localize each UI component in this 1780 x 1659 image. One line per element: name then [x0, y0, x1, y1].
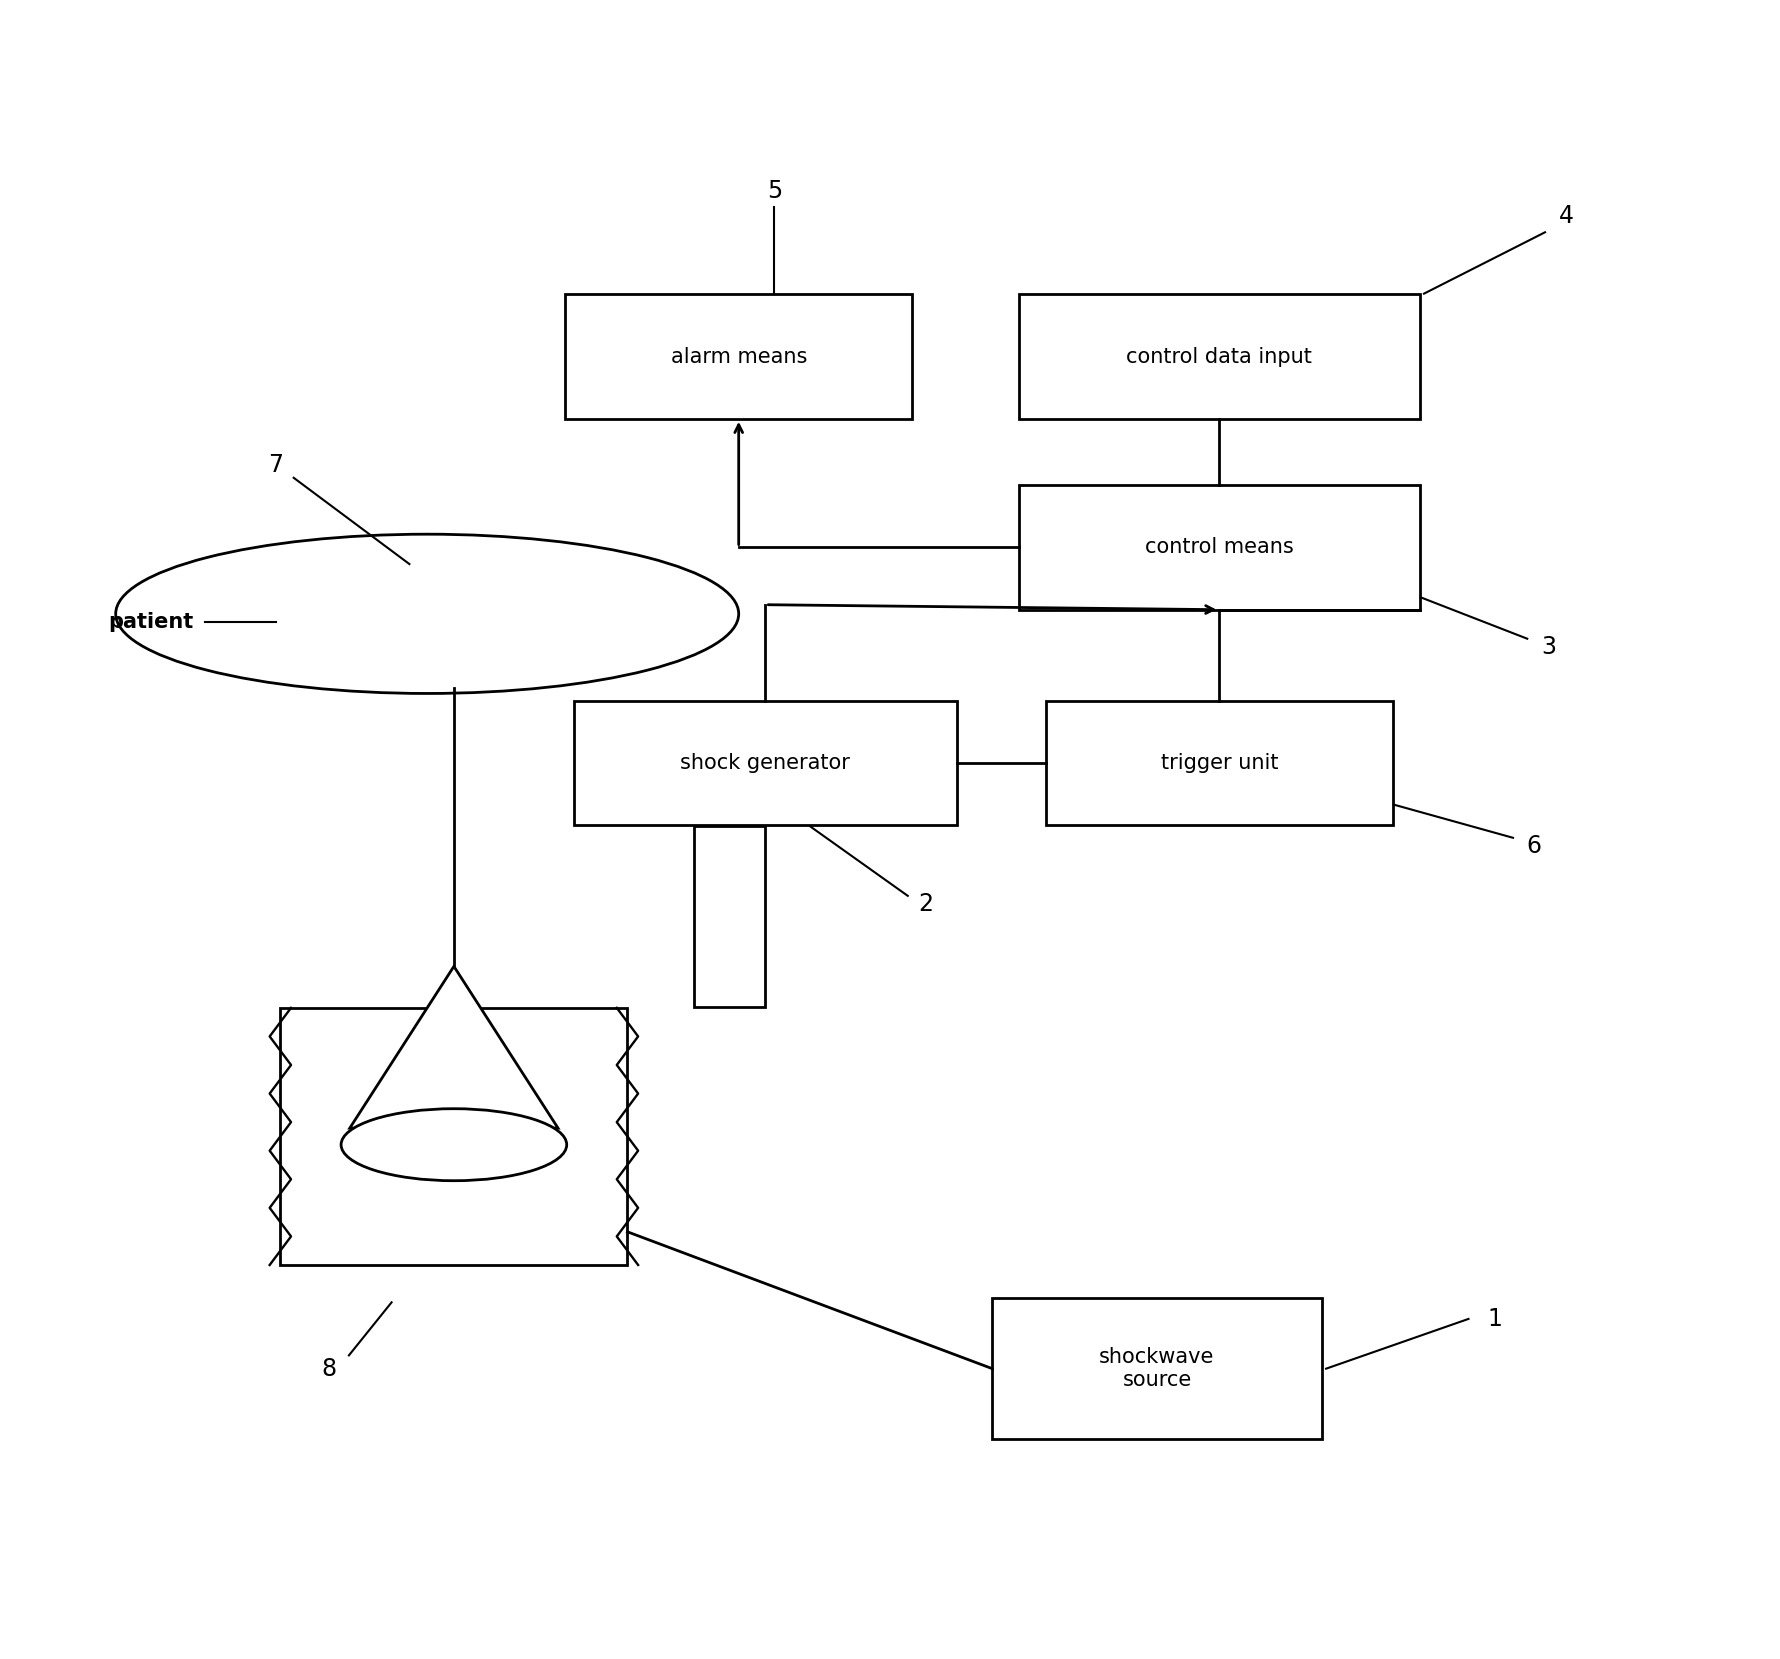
- Bar: [993, 1297, 1321, 1440]
- Text: trigger unit: trigger unit: [1161, 753, 1278, 773]
- Ellipse shape: [116, 534, 739, 693]
- Text: 1: 1: [1488, 1307, 1502, 1331]
- Bar: [1018, 295, 1419, 418]
- Text: 3: 3: [1541, 635, 1556, 659]
- Text: 8: 8: [322, 1357, 336, 1380]
- Text: 5: 5: [767, 179, 781, 202]
- Polygon shape: [349, 966, 559, 1128]
- Bar: [1047, 700, 1392, 825]
- Text: control data input: control data input: [1127, 347, 1312, 367]
- Ellipse shape: [342, 1108, 566, 1181]
- Text: 4: 4: [1559, 204, 1574, 227]
- Text: 7: 7: [269, 453, 283, 476]
- Bar: [566, 295, 911, 418]
- Text: 2: 2: [918, 893, 933, 916]
- Bar: [573, 700, 956, 825]
- Text: 6: 6: [1527, 834, 1541, 858]
- Bar: [1018, 484, 1419, 609]
- Text: shock generator: shock generator: [680, 753, 851, 773]
- Text: patient: patient: [109, 612, 194, 632]
- Bar: [694, 826, 765, 1007]
- Text: alarm means: alarm means: [671, 347, 806, 367]
- Text: shockwave
source: shockwave source: [1100, 1347, 1214, 1390]
- Bar: [281, 1009, 628, 1264]
- Text: control means: control means: [1145, 538, 1294, 557]
